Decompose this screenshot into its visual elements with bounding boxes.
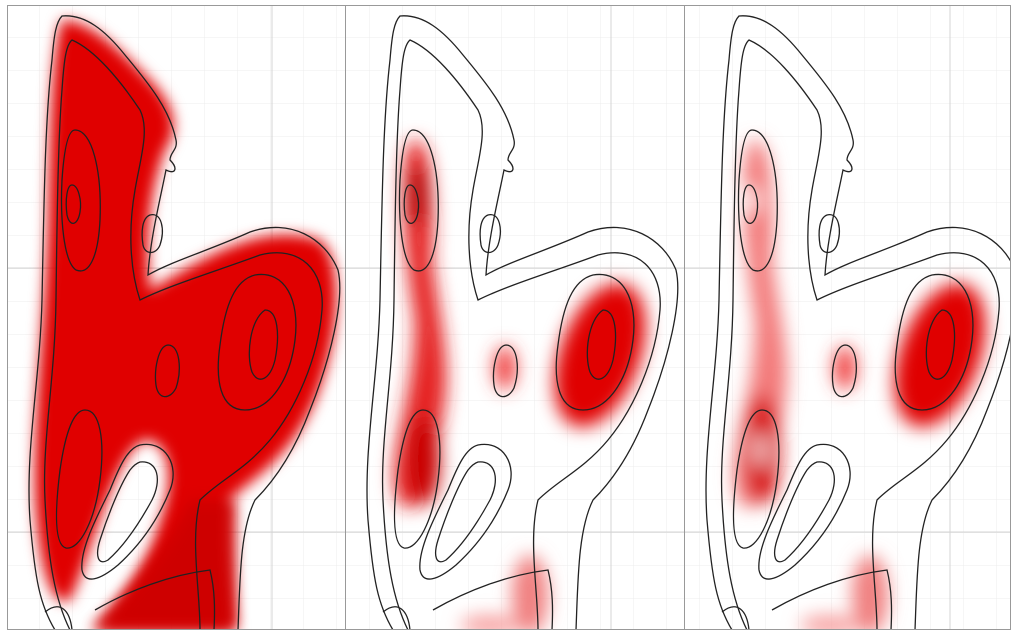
panel-1 xyxy=(28,15,341,630)
panel-3 xyxy=(705,15,1011,630)
panel-2 xyxy=(366,15,679,630)
density-fill xyxy=(34,20,337,630)
density-fill xyxy=(734,140,986,630)
